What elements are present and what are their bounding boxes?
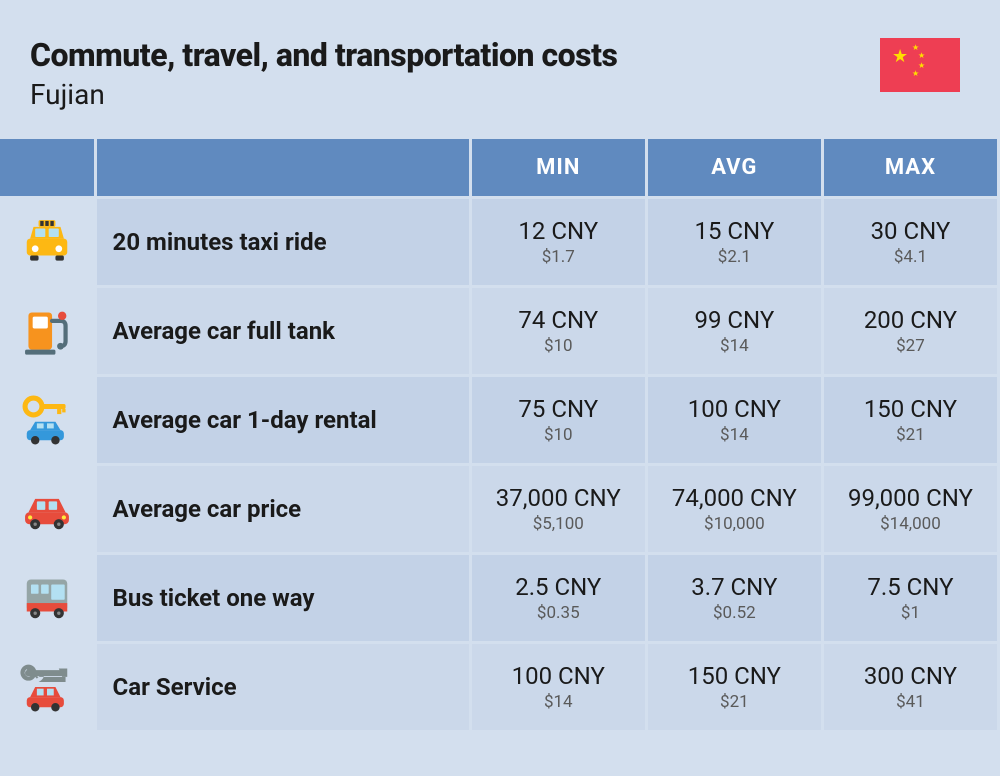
- car-service-icon: [0, 643, 95, 732]
- cell-min: 100 CNY$14: [470, 643, 646, 732]
- table-row: 20 minutes taxi ride12 CNY$1.715 CNY$2.1…: [0, 198, 999, 287]
- header-icon-col: [0, 139, 95, 198]
- value-cny: 100 CNY: [648, 395, 821, 423]
- fuel-pump-icon: [0, 287, 95, 376]
- cell-max: 7.5 CNY$1: [822, 554, 998, 643]
- china-flag-icon: ★ ★ ★ ★ ★: [880, 38, 960, 92]
- cell-avg: 3.7 CNY$0.52: [646, 554, 822, 643]
- cell-max: 99,000 CNY$14,000: [822, 465, 998, 554]
- header-min: MIN: [470, 139, 646, 198]
- cell-max: 200 CNY$27: [822, 287, 998, 376]
- car-key-icon: [0, 376, 95, 465]
- value-cny: 12 CNY: [472, 217, 645, 245]
- cell-avg: 15 CNY$2.1: [646, 198, 822, 287]
- page-subtitle: Fujian: [30, 78, 617, 111]
- table-row: Average car price37,000 CNY$5,10074,000 …: [0, 465, 999, 554]
- taxi-icon: [0, 198, 95, 287]
- row-label: Average car price: [95, 465, 470, 554]
- row-label: Average car 1-day rental: [95, 376, 470, 465]
- value-usd: $2.1: [648, 247, 821, 267]
- value-usd: $10,000: [648, 514, 821, 534]
- row-label: Bus ticket one way: [95, 554, 470, 643]
- value-usd: $10: [472, 425, 645, 445]
- value-cny: 74 CNY: [472, 306, 645, 334]
- cell-avg: 100 CNY$14: [646, 376, 822, 465]
- cell-min: 37,000 CNY$5,100: [470, 465, 646, 554]
- value-cny: 200 CNY: [824, 306, 997, 334]
- value-usd: $0.52: [648, 603, 821, 623]
- row-label: Average car full tank: [95, 287, 470, 376]
- value-cny: 2.5 CNY: [472, 573, 645, 601]
- cell-max: 30 CNY$4.1: [822, 198, 998, 287]
- row-label: 20 minutes taxi ride: [95, 198, 470, 287]
- value-usd: $14,000: [824, 514, 997, 534]
- table-row: Bus ticket one way2.5 CNY$0.353.7 CNY$0.…: [0, 554, 999, 643]
- car-icon: [0, 465, 95, 554]
- value-usd: $41: [824, 692, 997, 712]
- header-max: MAX: [822, 139, 998, 198]
- value-usd: $1.7: [472, 247, 645, 267]
- header-avg: AVG: [646, 139, 822, 198]
- table-header-row: MIN AVG MAX: [0, 139, 999, 198]
- value-cny: 99 CNY: [648, 306, 821, 334]
- page-title: Commute, travel, and transportation cost…: [30, 36, 617, 74]
- value-usd: $14: [648, 336, 821, 356]
- table-row: Car Service100 CNY$14150 CNY$21300 CNY$4…: [0, 643, 999, 732]
- value-cny: 37,000 CNY: [472, 484, 645, 512]
- value-usd: $21: [824, 425, 997, 445]
- value-cny: 74,000 CNY: [648, 484, 821, 512]
- value-usd: $5,100: [472, 514, 645, 534]
- title-block: Commute, travel, and transportation cost…: [30, 36, 617, 111]
- value-cny: 150 CNY: [824, 395, 997, 423]
- cell-min: 12 CNY$1.7: [470, 198, 646, 287]
- value-cny: 99,000 CNY: [824, 484, 997, 512]
- value-cny: 75 CNY: [472, 395, 645, 423]
- header-label-col: [95, 139, 470, 198]
- value-cny: 150 CNY: [648, 662, 821, 690]
- value-cny: 7.5 CNY: [824, 573, 997, 601]
- cell-max: 300 CNY$41: [822, 643, 998, 732]
- value-cny: 100 CNY: [472, 662, 645, 690]
- value-usd: $21: [648, 692, 821, 712]
- value-cny: 300 CNY: [824, 662, 997, 690]
- header: Commute, travel, and transportation cost…: [0, 0, 1000, 139]
- value-usd: $0.35: [472, 603, 645, 623]
- cell-avg: 99 CNY$14: [646, 287, 822, 376]
- value-cny: 30 CNY: [824, 217, 997, 245]
- bus-icon: [0, 554, 95, 643]
- value-usd: $14: [472, 692, 645, 712]
- costs-table: MIN AVG MAX 20 minutes taxi ride12 CNY$1…: [0, 139, 1000, 733]
- value-usd: $10: [472, 336, 645, 356]
- table-row: Average car full tank74 CNY$1099 CNY$142…: [0, 287, 999, 376]
- value-cny: 3.7 CNY: [648, 573, 821, 601]
- value-usd: $14: [648, 425, 821, 445]
- row-label: Car Service: [95, 643, 470, 732]
- table-row: Average car 1-day rental75 CNY$10100 CNY…: [0, 376, 999, 465]
- cell-max: 150 CNY$21: [822, 376, 998, 465]
- value-usd: $27: [824, 336, 997, 356]
- value-usd: $1: [824, 603, 997, 623]
- cell-avg: 74,000 CNY$10,000: [646, 465, 822, 554]
- cell-min: 75 CNY$10: [470, 376, 646, 465]
- value-cny: 15 CNY: [648, 217, 821, 245]
- cell-min: 74 CNY$10: [470, 287, 646, 376]
- value-usd: $4.1: [824, 247, 997, 267]
- cell-min: 2.5 CNY$0.35: [470, 554, 646, 643]
- cell-avg: 150 CNY$21: [646, 643, 822, 732]
